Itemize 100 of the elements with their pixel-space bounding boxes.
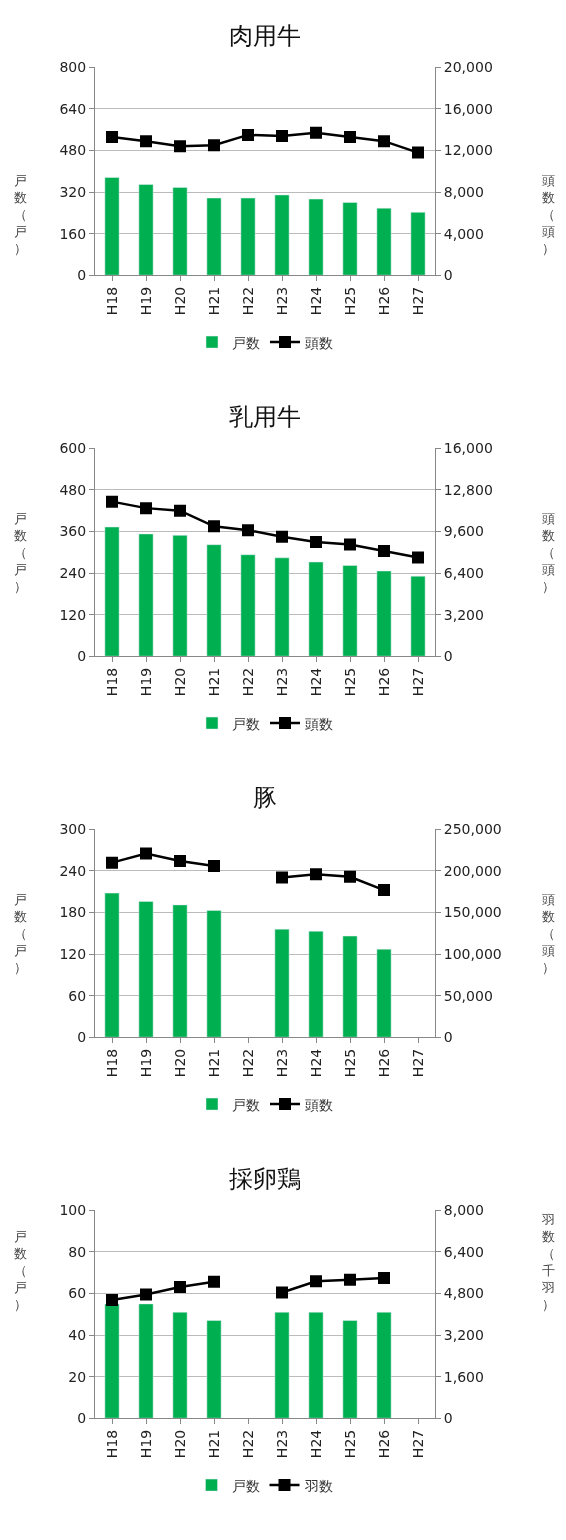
x-tick-label: H27 [409,1048,426,1078]
y2-tick-label: 0 [443,1410,453,1427]
point [140,502,152,515]
point [140,847,152,860]
x-tick-label: H24 [307,286,324,316]
point [310,868,322,881]
point [344,1273,356,1286]
chart-title: 乳用牛 [229,403,301,431]
bar [138,1303,154,1419]
x-tick-label: H21 [205,1048,222,1078]
point [174,504,186,517]
bar [172,535,188,657]
y2-tick-label: 0 [443,267,453,284]
chart-title: 肉用牛 [229,22,301,50]
bar [376,207,392,276]
point [310,535,322,548]
bar [104,177,120,276]
y-tick-label: 180 [59,904,87,921]
x-tick-label: H22 [239,667,256,697]
point [378,1271,390,1284]
point [310,126,322,139]
bar [206,197,222,276]
x-tick-label: H19 [137,1048,154,1078]
x-tick-label: H27 [409,1429,426,1459]
y2-tick-label: 150,000 [443,904,502,921]
y-tick-label: 800 [59,59,87,76]
x-tick-label: H23 [273,1429,290,1459]
y-tick-label: 60 [68,1285,87,1302]
y2-tick-label: 8,000 [443,1202,484,1219]
chart-title: 採卵鶏 [229,1165,301,1193]
y-tick-label: 480 [59,481,87,498]
y2-tick-label: 100,000 [443,945,502,962]
y2-tick-label: 12,800 [443,481,493,498]
legend-label: 戸数 [232,715,260,732]
y-tick-label: 160 [59,225,87,242]
y-tick-label: 240 [59,862,87,879]
x-tick-label: H24 [307,1429,324,1459]
y2-tick-label: 1,600 [443,1368,484,1385]
point [242,524,254,537]
point [276,1286,288,1299]
point [276,129,288,142]
x-tick-label: H18 [103,286,120,316]
bar [410,212,426,276]
bar [308,1311,324,1419]
y-tick-label: 300 [59,821,87,838]
x-tick-label: H22 [239,1429,256,1459]
y2-tick-label: 16,000 [443,100,493,117]
y-tick-label: 100 [59,1202,87,1219]
y-axis-title: 戸数（戸） [14,1229,27,1312]
point [412,551,424,564]
x-tick-label: H27 [409,286,426,316]
point [208,520,220,533]
y-tick-label: 0 [77,267,87,284]
y2-tick-label: 8,000 [443,183,484,200]
bar [138,184,154,276]
bar [376,1311,392,1419]
y2-tick-label: 6,400 [443,564,484,581]
x-tick-label: H19 [137,667,154,697]
x-tick-label: H20 [171,1429,188,1459]
bar [104,526,120,657]
bar [138,901,154,1038]
point [344,870,356,883]
bar [274,557,290,657]
x-tick-label: H25 [341,667,358,697]
bar [138,533,154,657]
point [276,871,288,884]
y-tick-label: 60 [68,987,87,1004]
bar [376,570,392,657]
bar [172,187,188,276]
point [174,1281,186,1294]
point [174,140,186,153]
x-tick-label: H22 [239,286,256,316]
bar [172,904,188,1038]
point [276,530,288,543]
x-tick-label: H23 [273,286,290,316]
y-tick-label: 360 [59,523,87,540]
y2-tick-label: 9,600 [443,523,484,540]
bar [104,1303,120,1419]
x-tick-label: H24 [307,667,324,697]
legend-label: 戸数 [232,334,260,351]
legend-label: 頭数 [305,715,333,732]
bar [172,1311,188,1419]
y-tick-label: 0 [77,1410,87,1427]
y-tick-label: 640 [59,100,87,117]
y2-axis-title: 頭数（頭） [542,892,555,975]
y2-tick-label: 250,000 [443,821,502,838]
x-tick-label: H26 [375,667,392,697]
y2-tick-label: 50,000 [443,987,493,1004]
legend-label: 戸数 [231,1477,260,1494]
y-axis-title: 戸数（戸） [14,892,27,975]
x-tick-label: H20 [171,1048,188,1078]
y-tick-label: 0 [77,1029,87,1046]
bar [308,930,324,1038]
y2-axis-title: 頭数（頭） [542,511,555,594]
point [140,1288,152,1301]
y-tick-label: 80 [68,1243,87,1260]
y2-tick-label: 3,200 [443,1326,484,1343]
point [378,884,390,897]
x-tick-label: H18 [103,1048,120,1078]
y-tick-label: 0 [77,648,87,665]
